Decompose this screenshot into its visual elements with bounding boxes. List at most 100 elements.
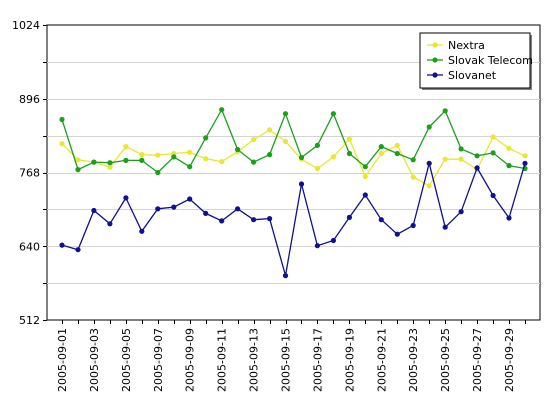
x-tick-label: 2005-09-27: [471, 328, 484, 392]
series-line: [61, 163, 526, 276]
data-point: [267, 127, 273, 133]
data-point: [171, 154, 177, 160]
legend-swatch-marker: [432, 72, 438, 78]
data-point: [314, 243, 320, 249]
data-point: [235, 146, 241, 153]
x-tick-label: 2005-09-05: [120, 328, 133, 392]
data-point: [330, 154, 336, 160]
data-point: [522, 153, 528, 159]
data-point: [458, 209, 464, 215]
y-tick-label: 512: [19, 314, 40, 327]
series-line: [61, 129, 526, 187]
series-line: [61, 108, 526, 174]
data-point: [123, 144, 129, 150]
data-point: [506, 215, 512, 221]
data-point: [107, 221, 113, 227]
data-point: [203, 210, 209, 216]
data-point: [91, 207, 97, 214]
axis-layer: 512 640 768 896 1024 2005-09-01 2005-09-03 2005…: [12, 19, 526, 392]
data-point: [187, 149, 193, 155]
y-tick-label: 896: [19, 93, 40, 106]
data-point: [155, 152, 161, 158]
data-point: [298, 181, 305, 187]
data-point: [267, 152, 273, 158]
data-point: [282, 138, 289, 144]
data-point: [139, 228, 145, 234]
data-point: [314, 165, 320, 172]
data-point: [251, 137, 257, 143]
data-point: [314, 142, 320, 148]
data-point: [59, 141, 65, 147]
data-point: [155, 169, 161, 176]
x-tick-label: 2005-09-07: [152, 328, 165, 392]
data-point: [59, 242, 65, 248]
legend-swatch-marker: [432, 57, 438, 63]
data-point: [458, 156, 464, 162]
data-point: [346, 214, 352, 220]
x-tick-label: 2005-09-15: [280, 328, 293, 392]
data-point: [187, 196, 193, 202]
data-point: [426, 160, 432, 166]
data-point: [362, 164, 368, 170]
data-point: [251, 159, 257, 165]
data-point: [139, 152, 145, 158]
data-point: [474, 165, 480, 171]
data-point: [378, 150, 384, 157]
data-point: [442, 224, 448, 230]
data-point: [171, 204, 177, 210]
data-point: [235, 206, 241, 212]
y-tick-label: 768: [19, 167, 40, 180]
data-point: [394, 150, 400, 157]
data-point: [75, 167, 81, 173]
legend: Nextra Slovak Telecom Slovanet: [419, 32, 533, 90]
data-point: [394, 231, 400, 237]
data-point: [426, 183, 432, 189]
data-point: [203, 135, 209, 141]
data-point: [123, 157, 129, 163]
data-point: [75, 157, 81, 163]
series-slovak-telecom: [59, 107, 528, 176]
data-point: [506, 163, 512, 169]
y-tick-label: 1024: [12, 19, 40, 32]
data-point: [474, 153, 480, 159]
y-tick-label: 640: [19, 240, 40, 253]
x-tick-label: 2005-09-09: [184, 328, 197, 392]
data-point: [378, 144, 384, 150]
legend-swatch-marker: [432, 42, 438, 48]
data-point: [219, 107, 225, 113]
data-point: [442, 108, 448, 114]
data-point: [522, 160, 528, 166]
x-tick-label: 2005-09-19: [343, 328, 356, 392]
x-tick-label: 2005-09-11: [216, 328, 229, 392]
data-point: [282, 111, 289, 117]
data-point: [410, 157, 416, 163]
data-point: [123, 195, 129, 201]
data-point: [410, 174, 416, 180]
data-point: [506, 145, 512, 151]
data-point: [490, 134, 496, 140]
data-point: [219, 159, 225, 165]
data-point: [75, 247, 81, 253]
x-tick-label: 2005-09-25: [439, 328, 452, 392]
series-slovanet: [59, 160, 528, 279]
data-point: [330, 237, 336, 244]
data-point: [378, 217, 384, 223]
data-point: [282, 273, 289, 279]
data-point: [458, 146, 464, 152]
x-tick-label: 2005-09-13: [248, 328, 261, 392]
x-tick-label: 2005-09-17: [311, 328, 324, 392]
x-tick-label: 2005-09-03: [88, 328, 101, 392]
data-point: [59, 116, 65, 123]
data-point: [394, 142, 400, 148]
legend-label: Slovak Telecom: [448, 54, 533, 67]
x-tick-label: 2005-09-21: [375, 328, 388, 392]
data-point: [267, 216, 273, 222]
data-point: [139, 157, 145, 163]
x-tick-label: 2005-09-23: [407, 328, 420, 392]
data-point: [187, 164, 193, 170]
data-point: [298, 154, 305, 161]
x-tick-label: 2005-09-29: [503, 328, 516, 392]
legend-label: Slovanet: [448, 69, 497, 82]
